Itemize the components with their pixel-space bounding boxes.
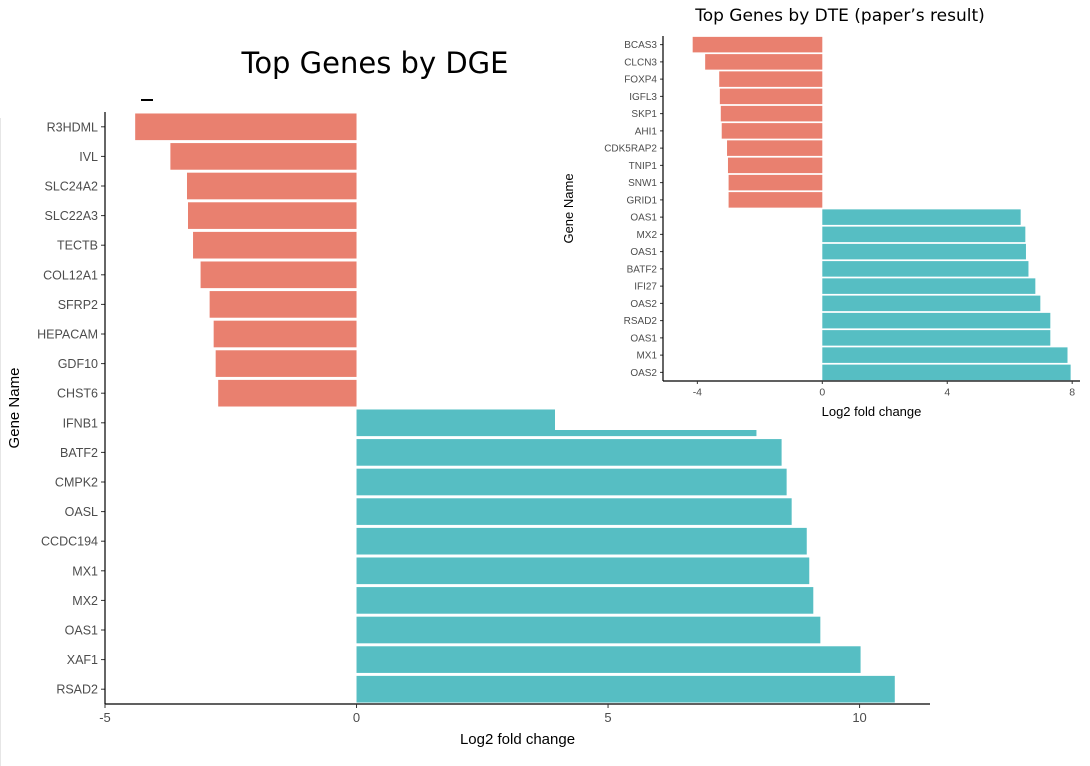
inset-chart-svg: BCAS3 CLCN3 FOXP4 IGFL3 SKP1 AHI1 CDK5RAP2 TNIP… bbox=[561, 36, 1080, 419]
main-category-label: OASL bbox=[65, 505, 98, 519]
inset-x-axis-title: Log2 fold change bbox=[822, 404, 922, 419]
inset-bar bbox=[692, 36, 823, 53]
inset-bar bbox=[822, 209, 1021, 225]
main-category-label: SLC24A2 bbox=[44, 180, 98, 194]
main-bar bbox=[356, 439, 782, 466]
main-bar bbox=[356, 468, 787, 496]
main-category-label: MX2 bbox=[72, 594, 98, 608]
inset-category-label: GRID1 bbox=[626, 195, 657, 206]
inset-x-tick-label: 0 bbox=[819, 387, 825, 399]
inset-bar bbox=[822, 330, 1051, 346]
inset-category-label: SKP1 bbox=[631, 109, 657, 120]
inset-category-label: OAS2 bbox=[630, 299, 657, 310]
main-bar bbox=[356, 498, 792, 525]
main-category-label: SFRP2 bbox=[58, 298, 98, 312]
inset-bar bbox=[727, 157, 823, 174]
main-category-label: RSAD2 bbox=[56, 683, 98, 697]
main-x-tick-label: -5 bbox=[99, 710, 111, 725]
inset-bar bbox=[720, 105, 823, 122]
main-category-label: CHST6 bbox=[57, 387, 98, 401]
inset-x-tick-label: 4 bbox=[944, 387, 950, 399]
main-x-tick-label: 10 bbox=[852, 710, 866, 725]
inset-bar bbox=[822, 364, 1071, 381]
main-bar bbox=[356, 616, 821, 644]
inset-bar bbox=[721, 123, 823, 139]
main-x-tick-label: 0 bbox=[353, 710, 360, 725]
inset-category-label: OAS2 bbox=[630, 368, 657, 379]
inset-category-label: CLCN3 bbox=[624, 57, 657, 68]
main-category-label: CMPK2 bbox=[55, 476, 98, 490]
main-bar bbox=[356, 646, 861, 673]
inset-bar bbox=[822, 278, 1036, 294]
main-category-label: IVL bbox=[79, 150, 98, 164]
main-category-label: XAF1 bbox=[67, 653, 98, 667]
inset-category-label: OAS1 bbox=[630, 333, 657, 344]
inset-bar bbox=[822, 226, 1026, 243]
inset-category-label: IFI27 bbox=[634, 282, 657, 293]
main-bar bbox=[209, 291, 357, 318]
main-category-label: COL12A1 bbox=[43, 268, 98, 282]
inset-bar bbox=[822, 312, 1051, 329]
inset-bar bbox=[719, 71, 823, 87]
main-bar bbox=[356, 587, 814, 614]
inset-chart-panel: Top Genes by DTE (paper’s result) BCAS3 C… bbox=[555, 0, 1090, 430]
main-category-label: BATF2 bbox=[60, 446, 98, 460]
inset-bar bbox=[727, 140, 823, 156]
inset-bar bbox=[822, 243, 1026, 260]
inset-x-tick-label: 8 bbox=[1069, 387, 1075, 399]
main-chart-title: Top Genes by DGE bbox=[241, 46, 509, 80]
stray-dash-mark bbox=[141, 99, 153, 101]
main-category-label: SLC22A3 bbox=[44, 209, 98, 223]
inset-bar bbox=[822, 295, 1041, 312]
main-x-axis-title: Log2 fold change bbox=[460, 731, 575, 748]
inset-y-axis-title: Gene Name bbox=[561, 173, 576, 243]
inset-bar bbox=[728, 174, 823, 191]
main-category-label: HEPACAM bbox=[37, 328, 98, 342]
inset-bar bbox=[822, 261, 1029, 277]
inset-category-label: RSAD2 bbox=[624, 316, 658, 327]
main-bar bbox=[135, 113, 357, 141]
main-bar bbox=[215, 350, 357, 377]
main-bar bbox=[188, 202, 357, 229]
inset-category-label: TNIP1 bbox=[629, 161, 658, 172]
inset-category-label: OAS1 bbox=[630, 213, 657, 224]
main-bar bbox=[213, 320, 357, 348]
inset-category-label: MX1 bbox=[636, 351, 657, 362]
inset-bar bbox=[822, 347, 1068, 363]
left-edge-divider bbox=[0, 118, 1, 766]
inset-bar bbox=[705, 54, 823, 70]
main-bar bbox=[356, 557, 810, 585]
inset-bar bbox=[719, 88, 823, 105]
main-category-label: TECTB bbox=[57, 239, 98, 253]
inset-bar bbox=[728, 192, 823, 208]
main-category-label: OAS1 bbox=[65, 624, 98, 638]
inset-category-label: BATF2 bbox=[627, 264, 658, 275]
main-category-label: CCDC194 bbox=[41, 535, 98, 549]
main-x-tick-label: 5 bbox=[604, 710, 611, 725]
inset-chart-title: Top Genes by DTE (paper’s result) bbox=[695, 6, 985, 26]
inset-category-label: CDK5RAP2 bbox=[604, 144, 657, 155]
main-bar bbox=[186, 172, 357, 200]
main-category-label: MX1 bbox=[72, 564, 98, 578]
inset-category-label: BCAS3 bbox=[624, 40, 657, 51]
inset-category-label: AHI1 bbox=[635, 126, 658, 137]
main-bar bbox=[200, 261, 357, 289]
inset-category-label: IGFL3 bbox=[629, 92, 657, 103]
inset-category-label: SNW1 bbox=[628, 178, 657, 189]
main-category-label: R3HDML bbox=[47, 120, 98, 134]
main-bar bbox=[356, 527, 807, 555]
inset-x-tick-label: -4 bbox=[693, 387, 702, 399]
inset-category-label: MX2 bbox=[636, 230, 657, 241]
main-bar bbox=[170, 143, 357, 170]
inset-category-label: FOXP4 bbox=[624, 75, 657, 86]
main-bar bbox=[193, 231, 357, 259]
main-category-label: IFNB1 bbox=[63, 416, 98, 430]
main-bar bbox=[356, 675, 895, 703]
main-bar bbox=[218, 379, 357, 407]
inset-category-label: OAS1 bbox=[630, 247, 657, 258]
main-y-axis-title: Gene Name bbox=[6, 368, 23, 449]
main-category-label: GDF10 bbox=[58, 357, 98, 371]
